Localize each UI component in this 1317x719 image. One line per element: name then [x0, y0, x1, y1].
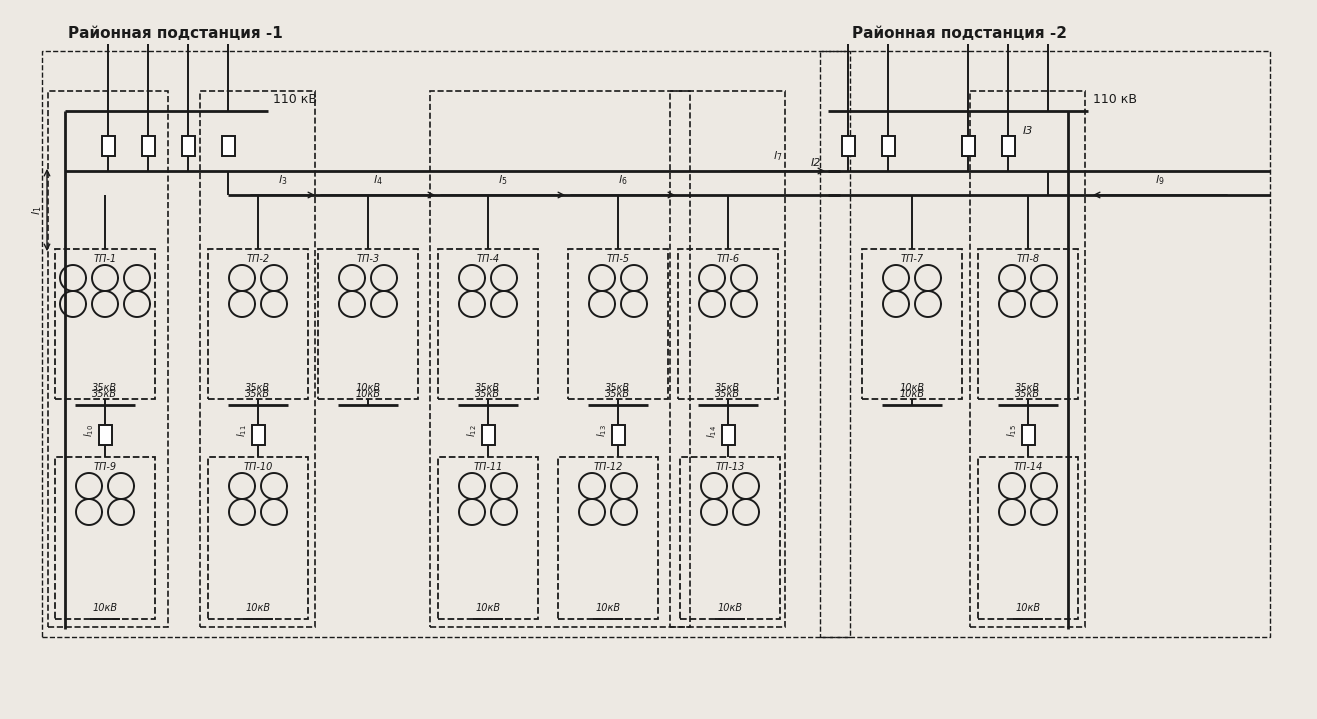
- Text: 35кВ: 35кВ: [715, 383, 740, 393]
- Text: ТП-2: ТП-2: [246, 254, 270, 264]
- Text: $l_{12}$: $l_{12}$: [465, 425, 479, 437]
- Text: ТП-10: ТП-10: [244, 462, 273, 472]
- Bar: [611, 425, 624, 445]
- Text: 35кВ: 35кВ: [606, 383, 631, 393]
- Bar: [141, 136, 154, 156]
- Text: 35кВ: 35кВ: [475, 389, 500, 399]
- Text: $l_4$: $l_4$: [373, 173, 383, 187]
- Bar: [568, 249, 668, 399]
- Text: 10кВ: 10кВ: [900, 383, 925, 393]
- Text: $l_{15}$: $l_{15}$: [1005, 425, 1019, 437]
- Text: 35кВ: 35кВ: [245, 383, 270, 393]
- Text: 110 кВ: 110 кВ: [273, 93, 317, 106]
- Bar: [439, 457, 539, 619]
- Text: ТП-7: ТП-7: [901, 254, 923, 264]
- Bar: [881, 136, 894, 156]
- Bar: [221, 136, 234, 156]
- Text: $l_5$: $l_5$: [498, 173, 507, 187]
- Text: ТП-3: ТП-3: [357, 254, 379, 264]
- Bar: [47, 91, 169, 627]
- Bar: [670, 91, 785, 627]
- Bar: [99, 425, 112, 445]
- Text: 10кВ: 10кВ: [245, 603, 270, 613]
- Bar: [678, 249, 778, 399]
- Bar: [200, 91, 315, 627]
- Bar: [482, 425, 494, 445]
- Text: ТП-12: ТП-12: [594, 462, 623, 472]
- Text: $l_{11}$: $l_{11}$: [236, 425, 249, 437]
- Bar: [961, 136, 975, 156]
- Text: 10кВ: 10кВ: [475, 603, 500, 613]
- Text: 10кВ: 10кВ: [92, 603, 117, 613]
- Text: 35кВ: 35кВ: [1015, 383, 1040, 393]
- Text: 110 кВ: 110 кВ: [1093, 93, 1137, 106]
- Bar: [429, 91, 690, 627]
- Text: ТП-5: ТП-5: [606, 254, 630, 264]
- Bar: [961, 136, 975, 156]
- Text: $l_9$: $l_9$: [1155, 173, 1164, 187]
- Text: 35кВ: 35кВ: [475, 383, 500, 393]
- Bar: [979, 457, 1079, 619]
- Text: $l_{13}$: $l_{13}$: [595, 425, 608, 437]
- Text: $l_7$: $l_7$: [773, 150, 782, 163]
- Bar: [208, 457, 308, 619]
- Text: $l_1$: $l_1$: [30, 206, 43, 215]
- Text: I3: I3: [1023, 126, 1034, 136]
- Text: $l_6$: $l_6$: [618, 173, 628, 187]
- Bar: [680, 457, 780, 619]
- Bar: [1022, 425, 1034, 445]
- Text: ТП-1: ТП-1: [94, 254, 117, 264]
- Text: ТП-6: ТП-6: [716, 254, 740, 264]
- Bar: [558, 457, 658, 619]
- Bar: [55, 249, 155, 399]
- Text: 10кВ: 10кВ: [356, 383, 381, 393]
- Bar: [842, 136, 855, 156]
- Text: ТП-14: ТП-14: [1013, 462, 1043, 472]
- Text: 35кВ: 35кВ: [715, 389, 740, 399]
- Bar: [820, 51, 1270, 637]
- Bar: [1001, 136, 1014, 156]
- Text: 35кВ: 35кВ: [92, 389, 117, 399]
- Bar: [55, 457, 155, 619]
- Bar: [182, 136, 195, 156]
- Bar: [971, 91, 1085, 627]
- Bar: [101, 136, 115, 156]
- Text: 10кВ: 10кВ: [1015, 603, 1040, 613]
- Text: $l_{14}$: $l_{14}$: [705, 424, 719, 437]
- Text: 35кВ: 35кВ: [1015, 389, 1040, 399]
- Text: Районная подстанция -2: Районная подстанция -2: [852, 27, 1068, 42]
- Bar: [317, 249, 417, 399]
- Text: ТП-8: ТП-8: [1017, 254, 1039, 264]
- Text: ТП-11: ТП-11: [473, 462, 503, 472]
- Text: 35кВ: 35кВ: [606, 389, 631, 399]
- Bar: [42, 51, 849, 637]
- Text: 10кВ: 10кВ: [356, 389, 381, 399]
- Bar: [208, 249, 308, 399]
- Text: $l_{10}$: $l_{10}$: [82, 424, 96, 437]
- Bar: [979, 249, 1079, 399]
- Text: Районная подстанция -1: Районная подстанция -1: [67, 27, 282, 42]
- Bar: [252, 425, 265, 445]
- Text: 35кВ: 35кВ: [245, 389, 270, 399]
- Text: ТП-4: ТП-4: [477, 254, 499, 264]
- Text: 10кВ: 10кВ: [595, 603, 620, 613]
- Text: 10кВ: 10кВ: [718, 603, 743, 613]
- Bar: [863, 249, 961, 399]
- Text: I2: I2: [811, 158, 822, 168]
- Bar: [722, 425, 735, 445]
- Text: $l_3$: $l_3$: [278, 173, 287, 187]
- Text: 10кВ: 10кВ: [900, 389, 925, 399]
- Bar: [439, 249, 539, 399]
- Text: ТП-9: ТП-9: [94, 462, 117, 472]
- Bar: [1001, 136, 1014, 156]
- Text: 35кВ: 35кВ: [92, 383, 117, 393]
- Text: ТП-13: ТП-13: [715, 462, 744, 472]
